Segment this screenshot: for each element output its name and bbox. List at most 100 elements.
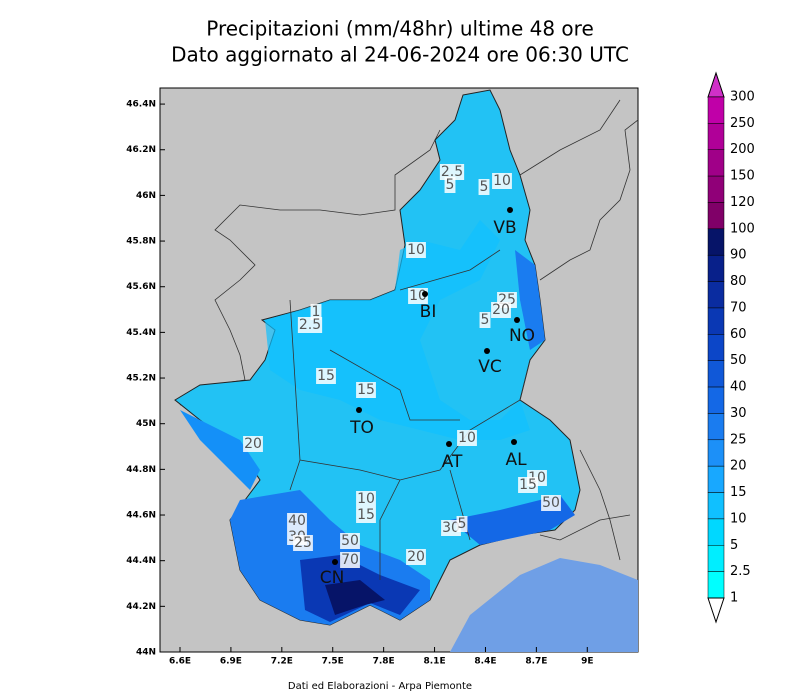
- rain-northeast: [515, 250, 545, 350]
- lat-tick-label: 45.8N: [126, 237, 156, 247]
- label-box: [243, 436, 263, 452]
- lat-tick-label: 46.4N: [126, 100, 156, 110]
- label-box: [441, 520, 461, 536]
- label-box: [340, 552, 360, 568]
- legend-label: 90: [730, 248, 747, 263]
- city-dot: [484, 348, 490, 354]
- legend-label: 60: [730, 327, 747, 342]
- city-dot: [511, 439, 517, 445]
- legend-box: [707, 492, 725, 520]
- legend-label: 80: [730, 274, 747, 289]
- label-box: [287, 513, 307, 529]
- legend-label: 2.5: [730, 564, 751, 579]
- city-dot: [507, 207, 513, 213]
- legend-label: 70: [730, 300, 747, 315]
- legend-label: 150: [730, 169, 755, 184]
- footer: Dati ed Elaborazioni - Arpa Piemonte: [288, 681, 472, 692]
- label-box: [518, 477, 538, 493]
- lon-tick-label: 9E: [581, 657, 593, 667]
- lat-tick-label: 44.6N: [126, 511, 156, 521]
- contour-label: 10: [409, 288, 427, 304]
- lon-tick-label: 8.1E: [424, 657, 446, 667]
- label-box: [356, 491, 376, 507]
- contour-label: 70: [341, 552, 359, 568]
- contour-label: 10: [407, 242, 425, 258]
- label-box: [340, 533, 360, 549]
- legend-box: [707, 281, 725, 309]
- lat-tick-label: 45.4N: [126, 328, 156, 338]
- legend-box: [707, 360, 725, 388]
- city-label: NO: [509, 326, 535, 346]
- lon-tick-label: 8.7E: [525, 657, 547, 667]
- legend-top-arrow: [707, 71, 725, 98]
- label-box: [479, 312, 491, 328]
- label-box: [444, 177, 456, 193]
- legend-box: [707, 123, 725, 150]
- contour-label: 5: [446, 177, 455, 193]
- borders: [179, 99, 639, 561]
- city-dot: [356, 407, 362, 413]
- legend-box: [707, 571, 725, 599]
- contour-label: 50: [542, 495, 560, 511]
- lon-tick-label: 6.9E: [220, 657, 242, 667]
- legend-box: [707, 228, 725, 256]
- legend-label: 10: [730, 511, 747, 526]
- contour-label: 1: [312, 304, 321, 320]
- contour-label: 50: [341, 533, 359, 549]
- city-label: AL: [505, 450, 527, 470]
- legend-box: [707, 545, 725, 572]
- legend-box: [707, 175, 725, 203]
- city-label: BI: [420, 302, 437, 322]
- lon-tick-label: 6.6E: [169, 657, 191, 667]
- city-label: CN: [320, 568, 345, 588]
- contour-label: 10: [458, 430, 476, 446]
- contour-label: 10: [493, 173, 511, 189]
- lon-tick-label: 8.4E: [474, 657, 496, 667]
- contour-label: 5: [481, 312, 490, 328]
- subtitle: Dato aggiornato al 24-06-2024 ore 06:30 …: [171, 43, 629, 67]
- rain-low: [265, 220, 530, 440]
- legend-label: 5: [730, 538, 738, 553]
- city-label: TO: [349, 418, 374, 438]
- contour-label: 20: [407, 549, 425, 565]
- label-box: [439, 164, 465, 180]
- label-box: [310, 304, 322, 320]
- legend-bottom-arrow: [707, 597, 725, 624]
- lon-tick-label: 7.8E: [373, 657, 395, 667]
- legend-box: [707, 96, 725, 124]
- city-dot: [422, 291, 428, 297]
- lat-tick-label: 44.8N: [126, 465, 156, 475]
- legend-label: 40: [730, 380, 747, 395]
- contour-label: 25: [294, 535, 312, 551]
- lat-tick-label: 46N: [136, 191, 156, 201]
- label-box: [478, 179, 490, 195]
- legend-label: 100: [730, 221, 755, 236]
- contour-label: 40: [288, 513, 306, 529]
- lat-tick-label: 44.2N: [126, 602, 156, 612]
- city-label: VC: [478, 357, 502, 377]
- lon-tick-label: 7.2E: [271, 657, 293, 667]
- lat-tick-label: 46.2N: [126, 145, 156, 155]
- contour-label: 20: [244, 436, 262, 452]
- label-box: [492, 173, 512, 189]
- lat-tick-label: 44N: [136, 648, 156, 658]
- legend-label: 30: [730, 406, 747, 421]
- legend-box: [707, 254, 725, 282]
- legend-box: [707, 439, 725, 467]
- legend-label: 25: [730, 432, 747, 447]
- legend-label: 1: [730, 591, 738, 606]
- legend-label: 200: [730, 142, 755, 157]
- label-box: [491, 302, 511, 318]
- label-box: [297, 317, 323, 333]
- city-dot: [514, 317, 520, 323]
- legend-label: 50: [730, 353, 747, 368]
- contour-label: 20: [492, 302, 510, 318]
- contour-label: 15: [357, 507, 375, 523]
- legend-label: 250: [730, 116, 755, 131]
- label-box: [541, 495, 561, 511]
- city-dot: [446, 441, 452, 447]
- lat-tick-label: 45.2N: [126, 374, 156, 384]
- lon-tick-label: 7.5E: [322, 657, 344, 667]
- province-borders: [289, 249, 531, 580]
